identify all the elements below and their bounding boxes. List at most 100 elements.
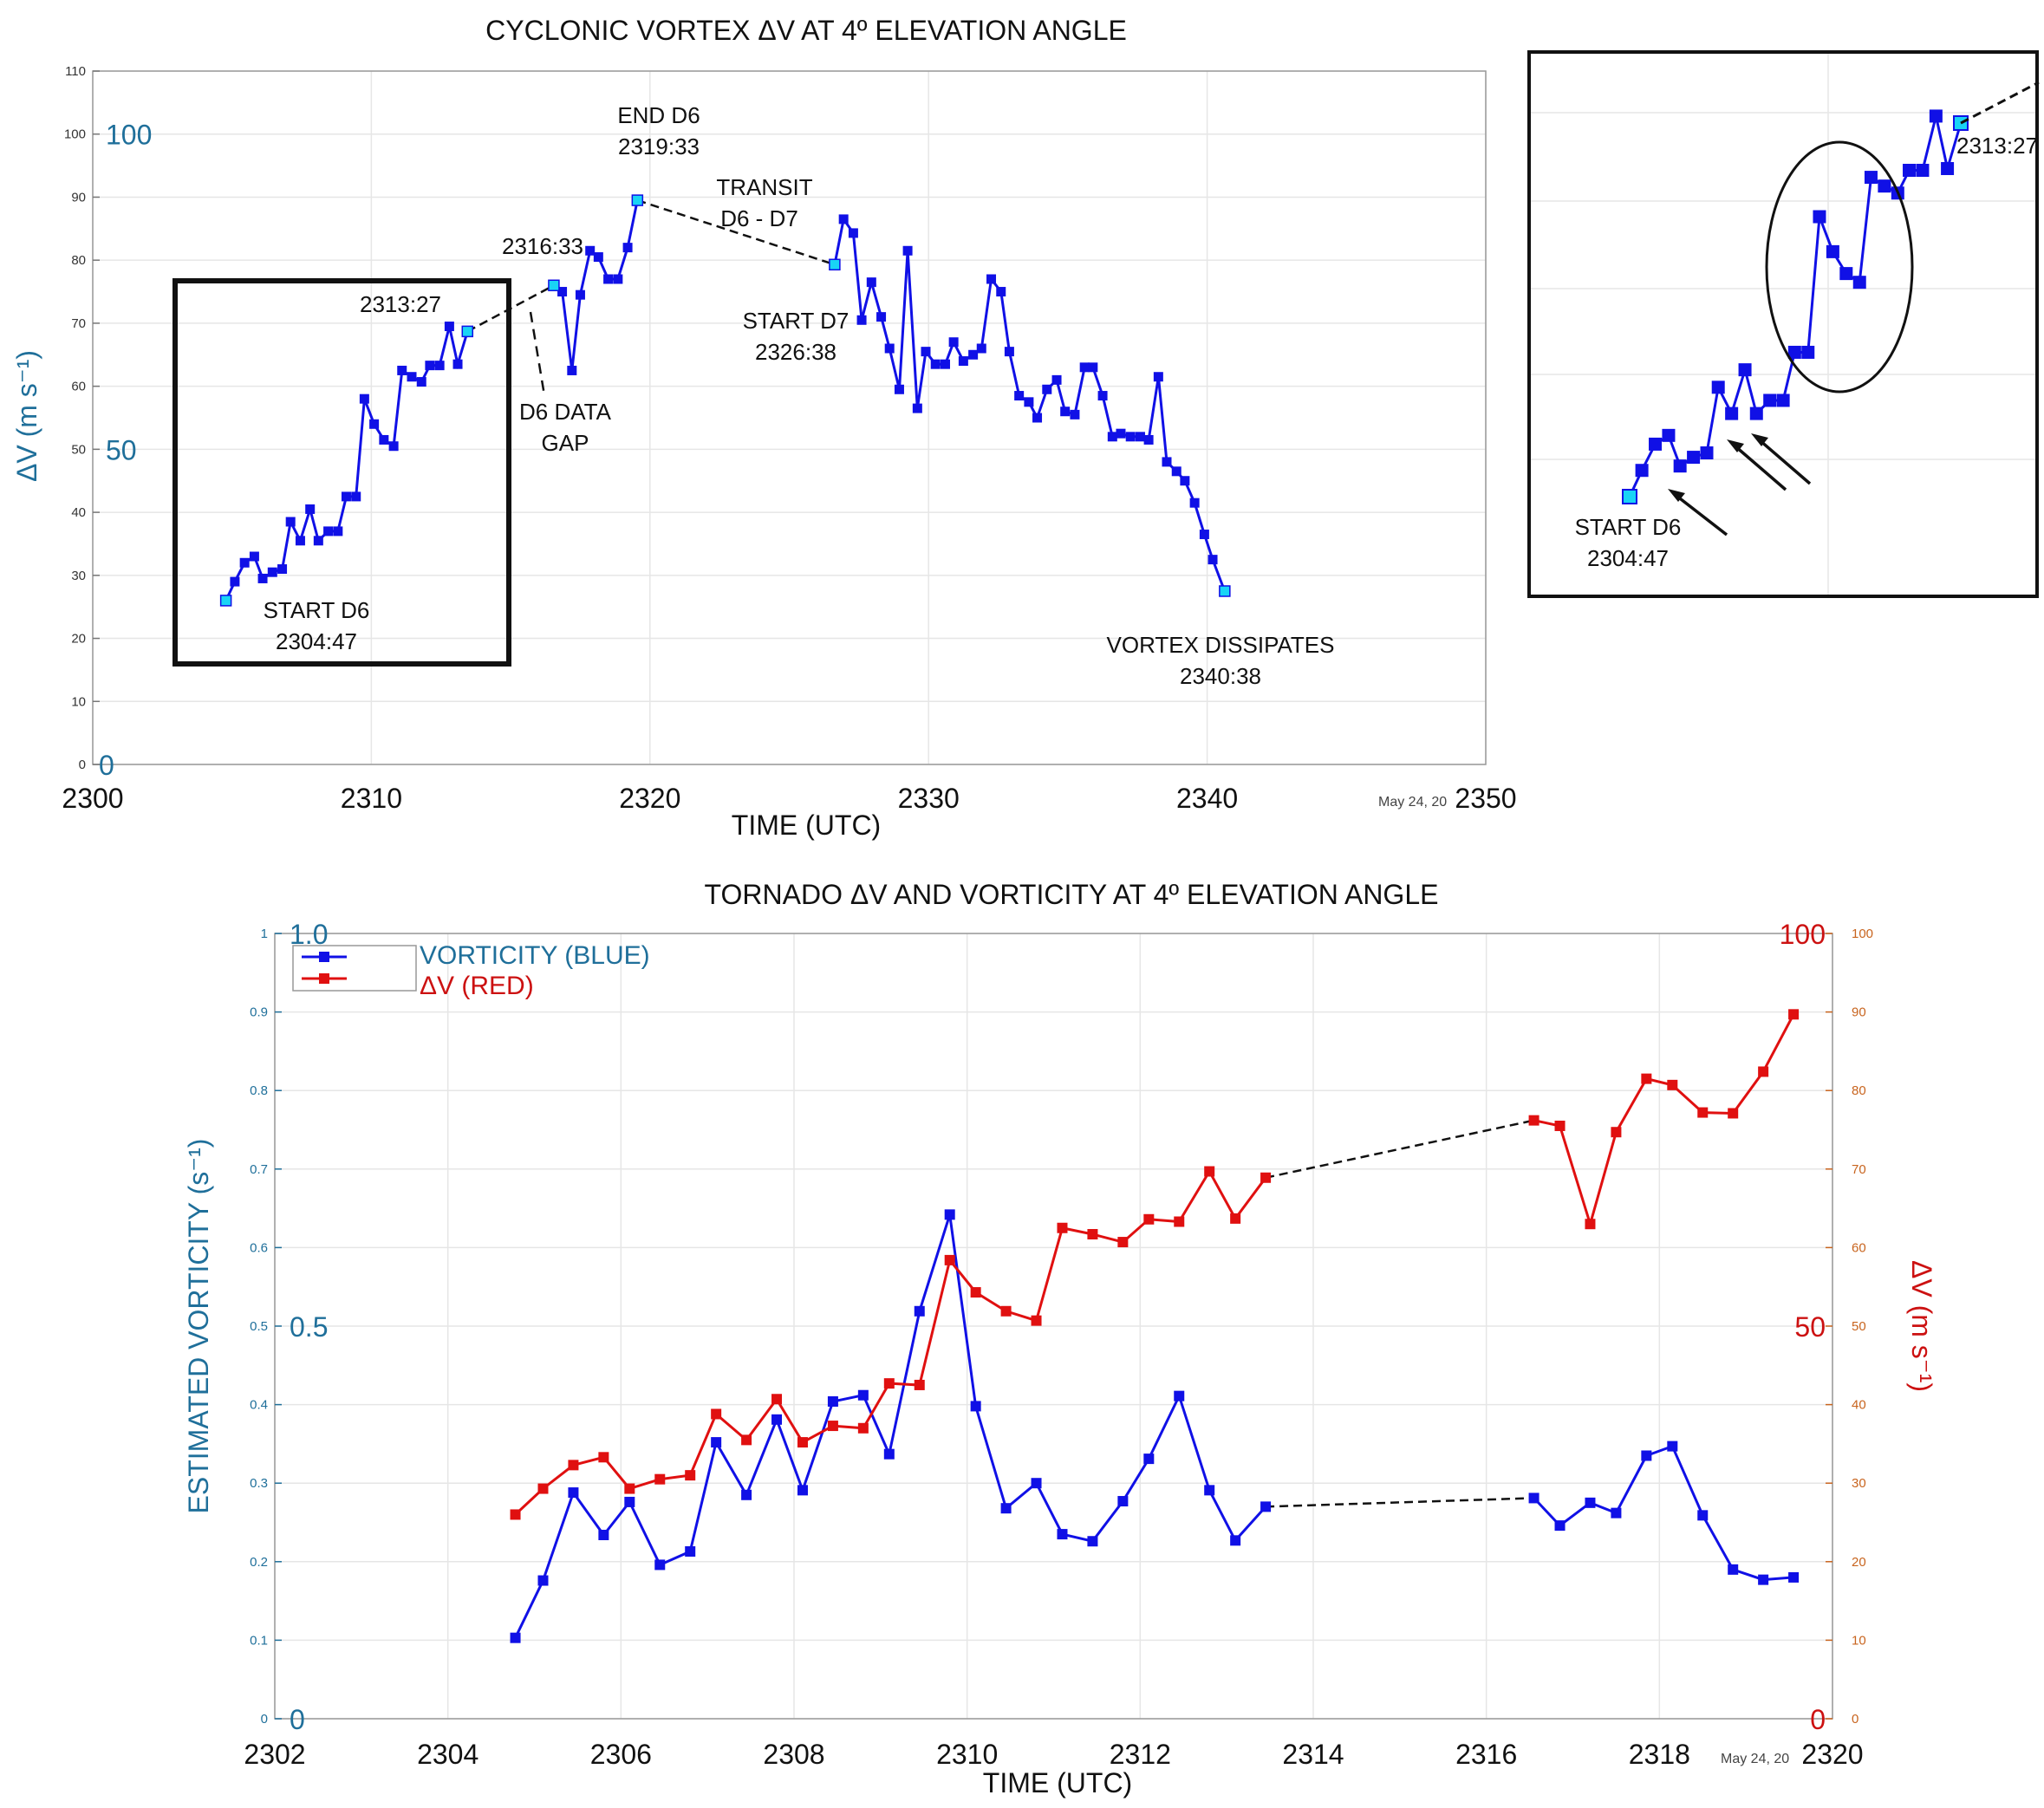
bottom-grid bbox=[274, 933, 1833, 1720]
bottom-series-3-point bbox=[1554, 1120, 1566, 1131]
annot-transit-line2: D6 - D7 bbox=[720, 205, 798, 231]
top-series-2-point bbox=[1097, 391, 1108, 401]
inset-start-line2: 2304:47 bbox=[1587, 545, 1669, 571]
bottom-series-3-point bbox=[1758, 1066, 1769, 1077]
bottom-series-2-point bbox=[510, 1509, 521, 1520]
bottom-series-0-point bbox=[883, 1448, 895, 1460]
bottom-series-2-point bbox=[1087, 1228, 1098, 1239]
top-series-2-point bbox=[866, 277, 876, 288]
bottom-series-2-point bbox=[537, 1483, 549, 1494]
arrow-2-head bbox=[1727, 439, 1744, 452]
inset-series-point bbox=[1839, 267, 1853, 281]
top-series-2-point bbox=[912, 403, 922, 413]
bottom-series-0-point bbox=[1260, 1501, 1272, 1512]
top-chart: CYCLONIC VORTEX ΔV AT 4º ELEVATION ANGLE… bbox=[11, 15, 1517, 841]
bottom-series-2-point bbox=[1057, 1222, 1068, 1233]
inset-series-point bbox=[1852, 276, 1866, 289]
bottom-series-2-point bbox=[1117, 1237, 1129, 1248]
bottom-yleft-tick-label: 0.3 bbox=[250, 1476, 268, 1491]
bottom-xtick-label: 2314 bbox=[1282, 1739, 1344, 1770]
bottom-yleft-tick-label: 0.8 bbox=[250, 1083, 268, 1098]
top-cyan-marker bbox=[829, 258, 841, 271]
top-cyan-marker bbox=[631, 194, 644, 206]
top-ytick-label: 20 bbox=[71, 632, 86, 647]
top-series-0-point bbox=[267, 567, 277, 577]
bottom-series-0-point bbox=[711, 1437, 722, 1448]
top-series-2-point bbox=[848, 228, 858, 238]
inset-zoom-panel: START D6 2304:47 2313:27 bbox=[1527, 50, 2040, 598]
top-series-2-point bbox=[1051, 374, 1062, 385]
inset-series-point bbox=[1916, 164, 1930, 178]
bottom-series-2-point bbox=[1174, 1216, 1185, 1227]
top-series-0-point bbox=[341, 491, 351, 502]
bottom-series-3-point bbox=[1528, 1115, 1540, 1126]
top-series-2-point bbox=[948, 337, 959, 348]
bottom-series-2-point bbox=[827, 1421, 838, 1432]
bottom-yleft-tick-label: 0.7 bbox=[250, 1162, 268, 1177]
bottom-series-0-line bbox=[514, 1213, 1267, 1639]
bottom-series-0-point bbox=[797, 1485, 808, 1496]
bottom-y-right-label: ΔV (m s⁻¹) bbox=[1906, 1260, 1937, 1392]
bottom-xtick-label: 2312 bbox=[1110, 1739, 1171, 1770]
top-xtick-label: 2340 bbox=[1176, 783, 1238, 814]
bottom-series-0-point bbox=[827, 1395, 838, 1407]
top-series-2-point bbox=[838, 214, 849, 224]
inset-ellipse-highlight bbox=[1765, 140, 1914, 393]
inset-series-point bbox=[1763, 393, 1777, 407]
bottom-series-2-point bbox=[797, 1437, 808, 1448]
top-series-2-point bbox=[1088, 362, 1098, 373]
top-series-2-point bbox=[1180, 476, 1190, 486]
top-series-2-point bbox=[1060, 406, 1071, 417]
bottom-series-2-point bbox=[568, 1460, 579, 1471]
annot-gap-line2: GAP bbox=[542, 430, 589, 456]
top-series-2-point bbox=[921, 347, 931, 357]
top-xtick-label: 2310 bbox=[341, 783, 402, 814]
bottom-yleft-tick-label: 0 bbox=[261, 1712, 268, 1727]
bottom-xtick-label: 2302 bbox=[244, 1739, 305, 1770]
bottom-series-3-point bbox=[1788, 1009, 1800, 1020]
top-series-0-point bbox=[323, 526, 334, 537]
top-series-0-point bbox=[305, 504, 316, 514]
bottom-series-2-point bbox=[914, 1379, 925, 1390]
bottom-series-2-point bbox=[1143, 1213, 1155, 1225]
bottom-series-2-point bbox=[685, 1470, 696, 1481]
legend-dv-label: ΔV (RED) bbox=[420, 972, 534, 1000]
bottom-dashed-connector bbox=[1265, 1119, 1534, 1179]
top-series-2-point bbox=[876, 312, 887, 322]
bottom-series-0-point bbox=[624, 1496, 635, 1507]
inset-series-point bbox=[1903, 164, 1917, 178]
top-ytick-label: 70 bbox=[71, 316, 86, 331]
bottom-xtick-label: 2304 bbox=[417, 1739, 478, 1770]
bottom-title: TORNADO ΔV AND VORTICITY AT 4º ELEVATION… bbox=[705, 879, 1439, 910]
legend-red-marker bbox=[319, 973, 329, 984]
annot-dissipates-line2: 2340:38 bbox=[1180, 663, 1261, 689]
bottom-yright-tick-label: 90 bbox=[1852, 1005, 1866, 1020]
top-series-0-point bbox=[425, 361, 435, 371]
bottom-series-1-point bbox=[1667, 1441, 1678, 1452]
bottom-yleft-big-label: 0 bbox=[290, 1704, 305, 1735]
top-series-1-point bbox=[567, 365, 577, 375]
bottom-yleft-tick-label: 0.2 bbox=[250, 1555, 268, 1570]
annot-start-d7-line2: 2326:38 bbox=[755, 339, 836, 365]
top-series-1-line bbox=[553, 199, 639, 371]
top-ytick-label: 100 bbox=[64, 127, 86, 142]
top-title: CYCLONIC VORTEX ΔV AT 4º ELEVATION ANGLE bbox=[485, 15, 1127, 46]
bottom-series-0-point bbox=[741, 1489, 752, 1500]
top-ytick-label: 40 bbox=[71, 505, 86, 520]
top-series bbox=[219, 194, 1231, 607]
top-series-0-point bbox=[444, 322, 454, 332]
top-series-2-point bbox=[1014, 391, 1025, 401]
top-series-0-point bbox=[239, 557, 250, 568]
inset-connector-line bbox=[1960, 81, 2040, 125]
annot-2313: 2313:27 bbox=[360, 291, 441, 317]
top-series-1-point bbox=[622, 243, 633, 253]
legend-blue-marker bbox=[319, 952, 329, 962]
bottom-series-2-point bbox=[624, 1483, 635, 1494]
arrow-1 bbox=[1675, 494, 1728, 537]
top-ytick-label: 10 bbox=[71, 694, 86, 709]
bottom-series-2-point bbox=[711, 1408, 722, 1420]
bottom-series-0-point bbox=[1087, 1536, 1098, 1547]
top-cyan-marker bbox=[219, 595, 232, 607]
top-xtick-label: 2300 bbox=[62, 783, 123, 814]
bottom-series-2-point bbox=[1230, 1213, 1241, 1224]
